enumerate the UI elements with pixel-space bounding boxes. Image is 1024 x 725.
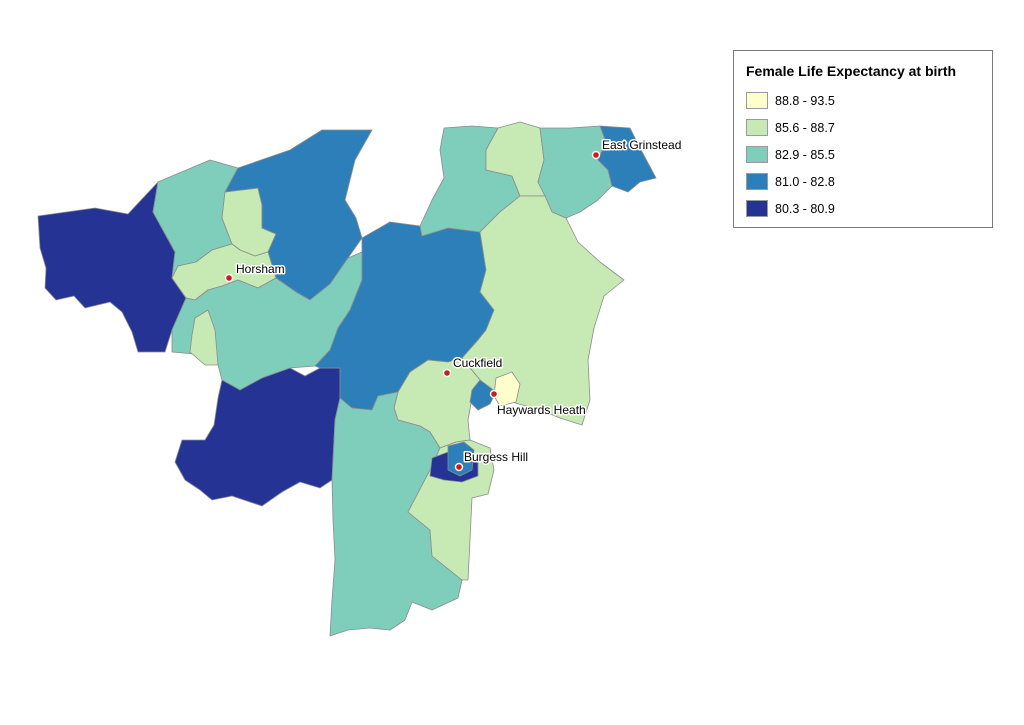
legend-swatch: [746, 119, 768, 136]
legend-item: 88.8 - 93.5: [746, 87, 992, 114]
legend-label: 88.8 - 93.5: [775, 93, 835, 108]
town-label-cuckfield: Cuckfield: [453, 356, 502, 370]
legend-swatch: [746, 146, 768, 163]
region-ne-teal: [537, 125, 613, 219]
legend-swatch: [746, 200, 768, 217]
legend-swatch: [746, 92, 768, 109]
town-marker-burgess-hill: [454, 462, 464, 472]
region-east-pale: [461, 195, 625, 426]
town-label-burgess-hill: Burgess Hill: [464, 450, 528, 464]
legend-item: 81.0 - 82.8: [746, 168, 992, 195]
region-burgess-hill-inner: [447, 441, 475, 477]
town-label-haywards-heath: Haywards Heath: [497, 403, 586, 417]
legend-swatch: [746, 173, 768, 190]
legend-item: 82.9 - 85.5: [746, 141, 992, 168]
legend-title: Female Life Expectancy at birth: [746, 63, 957, 79]
town-marker-cuckfield: [442, 368, 452, 378]
region-east-grinstead: [597, 125, 657, 193]
town-marker-east-grinstead: [591, 150, 601, 160]
legend-label: 85.6 - 88.7: [775, 120, 835, 135]
map-legend: Female Life Expectancy at birth 88.8 - 9…: [733, 50, 993, 228]
town-label-east-grinstead: East Grinstead: [602, 138, 681, 152]
legend-label: 80.3 - 80.9: [775, 201, 835, 216]
legend-label: 82.9 - 85.5: [775, 147, 835, 162]
town-label-horsham: Horsham: [236, 262, 285, 276]
legend-item: 80.3 - 80.9: [746, 195, 992, 222]
legend-label: 81.0 - 82.8: [775, 174, 835, 189]
town-marker-haywards-heath: [489, 389, 499, 399]
region-south-west: [174, 367, 341, 507]
town-marker-horsham: [224, 273, 234, 283]
region-south-horsham: [189, 309, 219, 366]
legend-item: 85.6 - 88.7: [746, 114, 992, 141]
